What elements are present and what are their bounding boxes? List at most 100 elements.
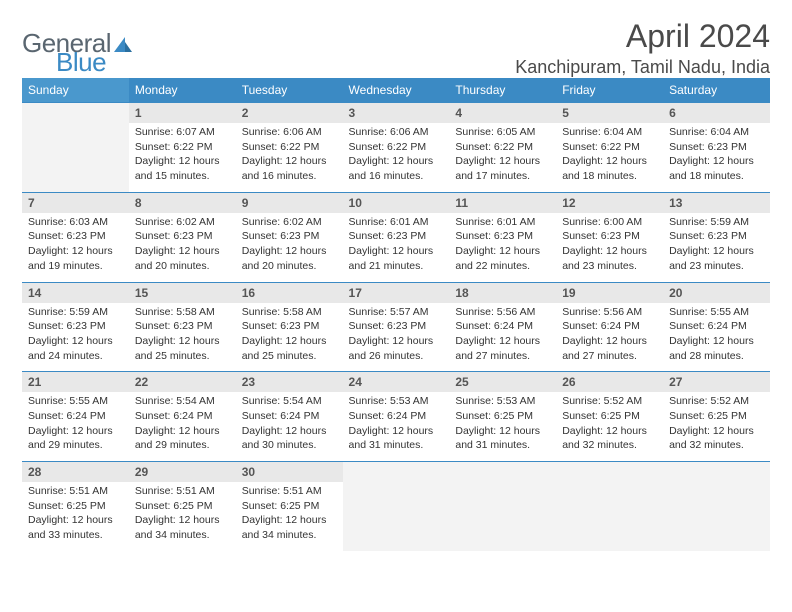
day-cell: Sunrise: 5:59 AMSunset: 6:23 PMDaylight:… <box>22 303 129 372</box>
sunset-text: Sunset: 6:23 PM <box>242 229 337 244</box>
daylight-text-2: and 19 minutes. <box>28 259 123 274</box>
daylight-text-1: Daylight: 12 hours <box>669 424 764 439</box>
day-cell: Sunrise: 5:53 AMSunset: 6:24 PMDaylight:… <box>343 392 450 461</box>
daynum-row: 282930 <box>22 462 770 483</box>
day-cell: Sunrise: 5:54 AMSunset: 6:24 PMDaylight:… <box>129 392 236 461</box>
day-number: 8 <box>129 192 236 213</box>
sunset-text: Sunset: 6:23 PM <box>28 229 123 244</box>
sunset-text: Sunset: 6:23 PM <box>455 229 550 244</box>
sunset-text: Sunset: 6:24 PM <box>28 409 123 424</box>
sunset-text: Sunset: 6:22 PM <box>135 140 230 155</box>
sunset-text: Sunset: 6:22 PM <box>562 140 657 155</box>
sunset-text: Sunset: 6:24 PM <box>562 319 657 334</box>
daylight-text-1: Daylight: 12 hours <box>669 154 764 169</box>
daylight-text-1: Daylight: 12 hours <box>669 334 764 349</box>
daylight-text-2: and 24 minutes. <box>28 349 123 364</box>
sunrise-text: Sunrise: 5:51 AM <box>28 484 123 499</box>
dayhead-monday: Monday <box>129 78 236 103</box>
day-cell <box>449 482 556 551</box>
daylight-text-2: and 34 minutes. <box>242 528 337 543</box>
day-cell: Sunrise: 5:55 AMSunset: 6:24 PMDaylight:… <box>22 392 129 461</box>
daylight-text-2: and 29 minutes. <box>135 438 230 453</box>
daylight-text-1: Daylight: 12 hours <box>242 513 337 528</box>
day-cell: Sunrise: 6:04 AMSunset: 6:23 PMDaylight:… <box>663 123 770 192</box>
sunrise-text: Sunrise: 6:02 AM <box>242 215 337 230</box>
day-cell: Sunrise: 5:59 AMSunset: 6:23 PMDaylight:… <box>663 213 770 282</box>
sunrise-text: Sunrise: 5:59 AM <box>669 215 764 230</box>
sunset-text: Sunset: 6:25 PM <box>28 499 123 514</box>
day-header-row: Sunday Monday Tuesday Wednesday Thursday… <box>22 78 770 103</box>
day-number: 21 <box>22 372 129 393</box>
day-number: 6 <box>663 103 770 124</box>
daylight-text-1: Daylight: 12 hours <box>135 424 230 439</box>
day-number: 22 <box>129 372 236 393</box>
day-cell: Sunrise: 5:55 AMSunset: 6:24 PMDaylight:… <box>663 303 770 372</box>
day-cell: Sunrise: 5:51 AMSunset: 6:25 PMDaylight:… <box>22 482 129 551</box>
day-number <box>22 103 129 124</box>
daylight-text-1: Daylight: 12 hours <box>562 154 657 169</box>
sunrise-text: Sunrise: 5:59 AM <box>28 305 123 320</box>
daylight-text-2: and 20 minutes. <box>242 259 337 274</box>
sunset-text: Sunset: 6:23 PM <box>669 229 764 244</box>
day-number: 4 <box>449 103 556 124</box>
daylight-text-2: and 32 minutes. <box>669 438 764 453</box>
calendar-page: General April 2024 Kanchipuram, Tamil Na… <box>0 0 792 569</box>
sunrise-text: Sunrise: 5:53 AM <box>455 394 550 409</box>
day-number: 30 <box>236 462 343 483</box>
daylight-text-2: and 26 minutes. <box>349 349 444 364</box>
sunset-text: Sunset: 6:25 PM <box>562 409 657 424</box>
sunset-text: Sunset: 6:23 PM <box>242 319 337 334</box>
sunrise-text: Sunrise: 5:57 AM <box>349 305 444 320</box>
daylight-text-2: and 18 minutes. <box>562 169 657 184</box>
sunset-text: Sunset: 6:24 PM <box>135 409 230 424</box>
sunset-text: Sunset: 6:23 PM <box>562 229 657 244</box>
day-cell: Sunrise: 6:06 AMSunset: 6:22 PMDaylight:… <box>343 123 450 192</box>
day-cell: Sunrise: 5:57 AMSunset: 6:23 PMDaylight:… <box>343 303 450 372</box>
sunrise-text: Sunrise: 6:01 AM <box>349 215 444 230</box>
daylight-text-2: and 22 minutes. <box>455 259 550 274</box>
daylight-text-1: Daylight: 12 hours <box>28 424 123 439</box>
day-number: 20 <box>663 282 770 303</box>
daylight-text-2: and 29 minutes. <box>28 438 123 453</box>
day-number: 19 <box>556 282 663 303</box>
day-number: 18 <box>449 282 556 303</box>
daylight-text-2: and 25 minutes. <box>242 349 337 364</box>
day-cell: Sunrise: 6:00 AMSunset: 6:23 PMDaylight:… <box>556 213 663 282</box>
daylight-text-2: and 16 minutes. <box>349 169 444 184</box>
daylight-text-1: Daylight: 12 hours <box>349 334 444 349</box>
daylight-text-2: and 30 minutes. <box>242 438 337 453</box>
day-cell <box>556 482 663 551</box>
calendar-table: Sunday Monday Tuesday Wednesday Thursday… <box>22 78 770 551</box>
sunset-text: Sunset: 6:23 PM <box>349 319 444 334</box>
day-cell: Sunrise: 6:02 AMSunset: 6:23 PMDaylight:… <box>129 213 236 282</box>
sunset-text: Sunset: 6:24 PM <box>242 409 337 424</box>
calendar-body: 123456 Sunrise: 6:07 AMSunset: 6:22 PMDa… <box>22 103 770 551</box>
daylight-text-1: Daylight: 12 hours <box>242 424 337 439</box>
day-cell: Sunrise: 5:58 AMSunset: 6:23 PMDaylight:… <box>236 303 343 372</box>
day-cell: Sunrise: 6:01 AMSunset: 6:23 PMDaylight:… <box>343 213 450 282</box>
daylight-text-1: Daylight: 12 hours <box>455 244 550 259</box>
day-number: 2 <box>236 103 343 124</box>
daylight-text-2: and 34 minutes. <box>135 528 230 543</box>
day-content-row: Sunrise: 5:51 AMSunset: 6:25 PMDaylight:… <box>22 482 770 551</box>
sunrise-text: Sunrise: 6:05 AM <box>455 125 550 140</box>
daynum-row: 78910111213 <box>22 192 770 213</box>
day-cell: Sunrise: 6:07 AMSunset: 6:22 PMDaylight:… <box>129 123 236 192</box>
day-number: 9 <box>236 192 343 213</box>
day-cell: Sunrise: 5:58 AMSunset: 6:23 PMDaylight:… <box>129 303 236 372</box>
sunset-text: Sunset: 6:22 PM <box>242 140 337 155</box>
daylight-text-2: and 27 minutes. <box>455 349 550 364</box>
daylight-text-1: Daylight: 12 hours <box>135 513 230 528</box>
daylight-text-1: Daylight: 12 hours <box>28 513 123 528</box>
daylight-text-1: Daylight: 12 hours <box>562 334 657 349</box>
dayhead-friday: Friday <box>556 78 663 103</box>
sunset-text: Sunset: 6:23 PM <box>135 229 230 244</box>
sunset-text: Sunset: 6:22 PM <box>349 140 444 155</box>
day-number: 15 <box>129 282 236 303</box>
day-number <box>556 462 663 483</box>
sunrise-text: Sunrise: 5:58 AM <box>242 305 337 320</box>
daynum-row: 21222324252627 <box>22 372 770 393</box>
day-cell: Sunrise: 5:56 AMSunset: 6:24 PMDaylight:… <box>556 303 663 372</box>
day-number: 27 <box>663 372 770 393</box>
day-number: 26 <box>556 372 663 393</box>
